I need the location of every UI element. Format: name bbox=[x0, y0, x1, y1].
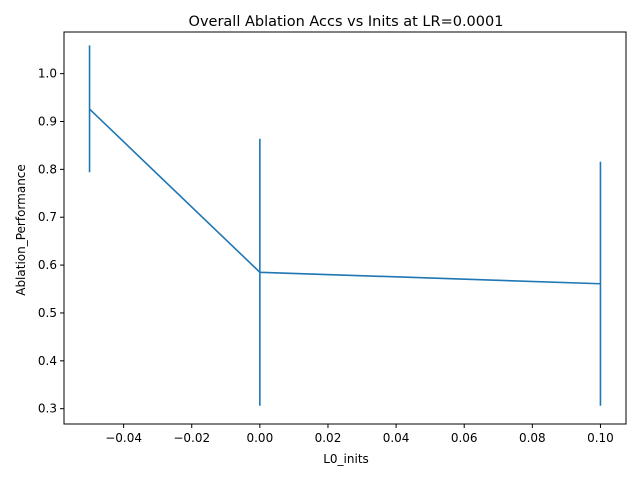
x-tick-label: −0.02 bbox=[173, 431, 210, 445]
x-tick-label: 0.02 bbox=[315, 431, 342, 445]
axes-frame bbox=[63, 31, 627, 425]
y-axis-label: Ablation_Performance bbox=[14, 164, 28, 296]
y-tick-label: 0.7 bbox=[38, 210, 57, 224]
y-tick-label: 1.0 bbox=[38, 67, 57, 81]
y-tick-label: 0.4 bbox=[38, 354, 57, 368]
y-tick-label: 0.8 bbox=[38, 162, 57, 176]
x-tick-label: 0.00 bbox=[246, 431, 273, 445]
x-tick-label: 0.10 bbox=[587, 431, 614, 445]
y-tick-label: 0.6 bbox=[38, 258, 57, 272]
x-tick-label: 0.06 bbox=[451, 431, 478, 445]
plot-area bbox=[63, 31, 627, 425]
series-line bbox=[88, 108, 601, 285]
x-axis-ticks: −0.04 −0.02 0.00 0.02 0.04 0.06 0.08 0.10 bbox=[105, 424, 614, 445]
y-tick-label: 0.9 bbox=[38, 115, 57, 129]
y-tick-label: 0.5 bbox=[38, 306, 57, 320]
chart-title: Overall Ablation Accs vs Inits at LR=0.0… bbox=[189, 14, 504, 30]
x-axis-label: L0_inits bbox=[323, 452, 369, 466]
x-tick-label: −0.04 bbox=[105, 431, 142, 445]
y-axis-ticks: 0.3 0.4 0.5 0.6 0.7 0.8 0.9 1.0 bbox=[38, 67, 64, 416]
x-tick-label: 0.08 bbox=[519, 431, 546, 445]
x-tick-label: 0.04 bbox=[383, 431, 410, 445]
y-tick-label: 0.3 bbox=[38, 402, 57, 416]
